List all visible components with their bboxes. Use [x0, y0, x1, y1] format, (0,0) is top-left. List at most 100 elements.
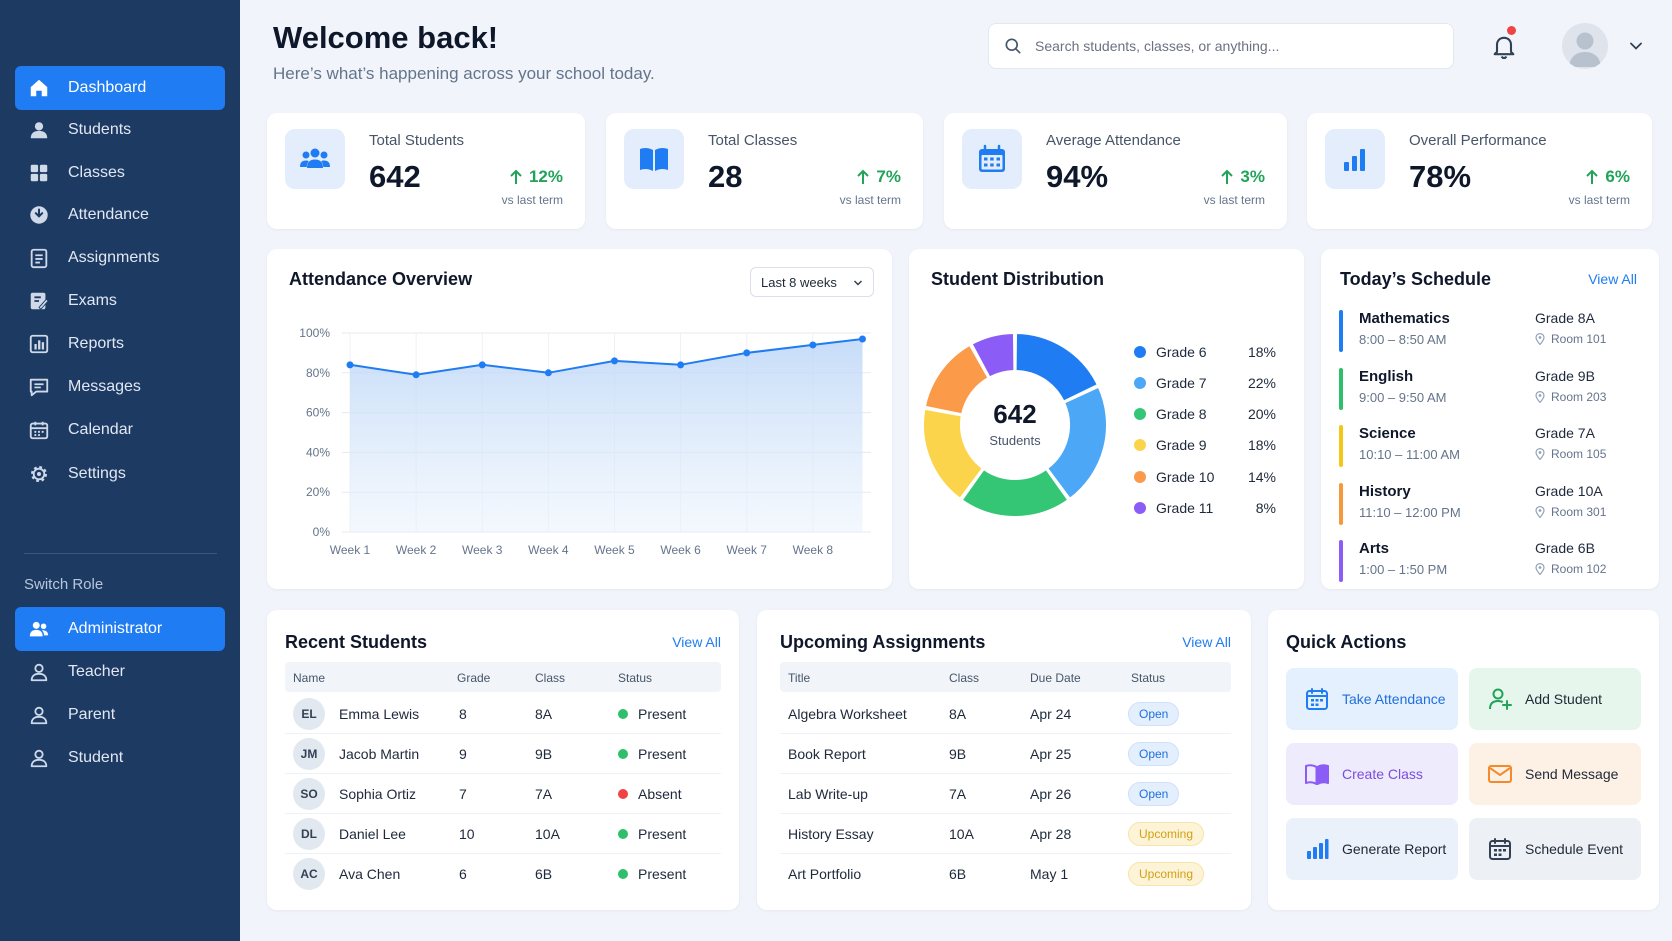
schedule-room-label: Room 102	[1551, 562, 1607, 576]
student-initials-avatar: AC	[293, 858, 325, 890]
recent-students-view-all-link[interactable]: View All	[672, 634, 721, 650]
data-point[interactable]	[412, 371, 420, 379]
location-pin-icon	[1535, 505, 1545, 518]
schedule-color-bar	[1339, 425, 1343, 467]
send-message-button[interactable]: Send Message	[1469, 743, 1641, 805]
donut-slice[interactable]	[970, 331, 1016, 379]
table-row[interactable]: DL Daniel Lee 10 10A Present	[285, 814, 721, 854]
assignment-class: 7A	[949, 786, 967, 802]
range-dropdown-label: Last 8 weeks	[761, 274, 837, 290]
donut-slice[interactable]	[960, 467, 1070, 518]
donut-slice[interactable]	[1014, 331, 1100, 403]
table-row[interactable]: Book Report 9B Apr 25 Open	[780, 734, 1231, 774]
sidebar-item-classes[interactable]: Classes	[15, 151, 225, 195]
data-point[interactable]	[743, 349, 751, 357]
stat-note: vs last term	[1203, 193, 1265, 207]
sidebar-item-assignments[interactable]: Assignments	[15, 236, 225, 280]
sidebar-item-exams[interactable]: Exams	[15, 279, 225, 323]
stat-value: 28	[708, 159, 743, 194]
sidebar-item-dashboard[interactable]: Dashboard	[15, 66, 225, 110]
data-point[interactable]	[544, 369, 552, 377]
role-label: Student	[68, 749, 124, 766]
schedule-item[interactable]: Science 10:10 – 11:00 AM Grade 7A Room 105	[1339, 425, 1629, 469]
status-label: Present	[638, 826, 687, 842]
table-row[interactable]: Art Portfolio 6B May 1 Upcoming	[780, 854, 1231, 894]
schedule-room: Room 102	[1535, 562, 1606, 576]
generate-report-button[interactable]: Generate Report	[1286, 818, 1458, 880]
donut-slice[interactable]	[1045, 385, 1108, 501]
notifications-button[interactable]	[1490, 26, 1518, 60]
assignments-view-all-link[interactable]: View All	[1182, 634, 1231, 650]
card-title: Upcoming Assignments	[780, 632, 986, 652]
data-point[interactable]	[346, 361, 354, 369]
sidebar-item-settings[interactable]: Settings	[15, 452, 225, 496]
bar-chart-icon	[1325, 129, 1385, 189]
sidebar-item-calendar[interactable]: Calendar	[15, 408, 225, 452]
data-point[interactable]	[478, 361, 486, 369]
sidebar-item-reports[interactable]: Reports	[15, 322, 225, 366]
search-icon	[1005, 38, 1021, 54]
table-row[interactable]: Algebra Worksheet 8A Apr 24 Open	[780, 694, 1231, 734]
chevron-down-icon[interactable]	[1628, 38, 1644, 54]
schedule-item[interactable]: English 9:00 – 9:50 AM Grade 9B Room 203	[1339, 367, 1629, 412]
donut-slice[interactable]	[923, 343, 990, 416]
column-header: Class	[535, 671, 566, 685]
grid-icon	[28, 162, 50, 184]
create-class-button[interactable]: Create Class	[1286, 743, 1458, 805]
table-row[interactable]: History Essay 10A Apr 28 Upcoming	[780, 814, 1231, 854]
schedule-item[interactable]: Mathematics 8:00 – 8:50 AM Grade 8A Room 10…	[1339, 310, 1629, 354]
avatar[interactable]	[1562, 23, 1608, 69]
sidebar-item-attendance[interactable]: Attendance	[15, 193, 225, 237]
table-row[interactable]: SO Sophia Ortiz 7 7A Absent	[285, 774, 721, 814]
table-row[interactable]: AC Ava Chen 6 6B Present	[285, 854, 721, 894]
table-row[interactable]: JM Jacob Martin 9 9B Present	[285, 734, 721, 774]
role-student[interactable]: Student	[15, 736, 225, 780]
role-teacher[interactable]: Teacher	[15, 650, 225, 694]
calendar-icon	[28, 419, 50, 441]
schedule-grade: Grade 7A	[1535, 425, 1595, 441]
donut-slice[interactable]	[922, 407, 985, 501]
y-tick-label: 20%	[306, 485, 330, 499]
data-point[interactable]	[611, 357, 618, 365]
legend-label: Grade 7	[1156, 375, 1207, 391]
donut-center-value: 642	[993, 399, 1036, 429]
data-point[interactable]	[809, 341, 817, 349]
take-attendance-button[interactable]: Take Attendance	[1286, 668, 1458, 730]
range-dropdown[interactable]: Last 8 weeks	[750, 267, 874, 297]
schedule-event-button[interactable]: Schedule Event	[1469, 818, 1641, 880]
sidebar-item-students[interactable]: Students	[15, 108, 225, 152]
table-header: Title Class Due Date Status	[780, 662, 1231, 692]
notification-dot	[1507, 26, 1516, 35]
y-tick-label: 40%	[306, 445, 330, 459]
search-input[interactable]	[1035, 38, 1435, 54]
student-grade: 6	[459, 866, 467, 882]
message-icon	[28, 376, 50, 398]
legend-item: Grade 6 18%	[1134, 342, 1276, 362]
schedule-item[interactable]: Arts 1:00 – 1:50 PM Grade 6B Room 102	[1339, 540, 1629, 584]
table-row[interactable]: Lab Write-up 7A Apr 26 Open	[780, 774, 1231, 814]
status-dot	[618, 789, 628, 799]
y-tick-label: 0%	[313, 525, 331, 539]
student-initials-avatar: JM	[293, 738, 325, 770]
schedule-view-all-link[interactable]: View All	[1588, 271, 1637, 287]
student-initials-avatar: SO	[293, 778, 325, 810]
schedule-item[interactable]: History 11:10 – 12:00 PM Grade 10A Room 301	[1339, 482, 1629, 527]
sidebar-item-messages[interactable]: Messages	[15, 365, 225, 409]
role-administrator[interactable]: Administrator	[15, 607, 225, 651]
quick-action-label: Take Attendance	[1342, 691, 1446, 707]
add-student-button[interactable]: Add Student	[1469, 668, 1641, 730]
stat-card-overall-performance: Overall Performance 78% 6% vs last term	[1307, 113, 1652, 229]
data-point[interactable]	[858, 335, 866, 343]
assignment-title: Lab Write-up	[788, 786, 868, 802]
table-row[interactable]: EL Emma Lewis 8 8A Present	[285, 694, 721, 734]
sidebar-item-label: Exams	[68, 292, 117, 309]
stat-value: 78%	[1409, 159, 1472, 194]
role-parent[interactable]: Parent	[15, 693, 225, 737]
arrow-up-icon	[1586, 169, 1599, 184]
schedule-time: 8:00 – 8:50 AM	[1359, 332, 1447, 347]
status-badge: Present	[618, 826, 686, 842]
clipboard-icon	[28, 247, 50, 269]
search-box[interactable]	[988, 23, 1454, 69]
x-tick-label: Week 1	[330, 543, 371, 557]
data-point[interactable]	[677, 361, 685, 369]
